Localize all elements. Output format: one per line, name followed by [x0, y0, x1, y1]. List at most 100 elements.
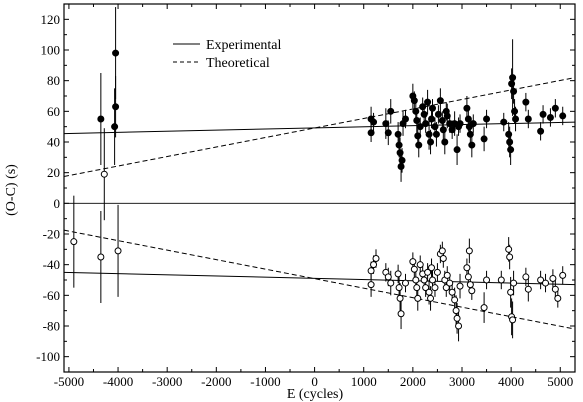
filled-data-point	[111, 123, 119, 131]
y-tick-label: 100	[41, 43, 61, 58]
filled-data-point	[384, 129, 392, 137]
filled-data-point	[420, 110, 428, 118]
y-tick-labels: -100 -80 -60 -40 -20 0 20 40 60 80 100 120	[36, 12, 60, 364]
filled-data-point	[436, 97, 444, 105]
filled-data-point	[419, 103, 427, 111]
x-tick-label: 5000	[547, 374, 573, 389]
open-data-point	[367, 267, 375, 275]
y-tick-label: 120	[41, 12, 61, 27]
tick-marks	[64, 3, 575, 373]
y-tick-label: -40	[43, 257, 60, 272]
filled-data-point	[398, 156, 406, 164]
theoretical-line	[63, 229, 576, 330]
open-data-point	[554, 294, 562, 302]
filled-data-point	[507, 146, 515, 154]
x-axis-label: E (cycles)	[287, 387, 344, 402]
open-data-point	[468, 287, 476, 295]
open-data-point	[439, 255, 447, 263]
open-data-point	[433, 268, 441, 276]
filled-data-point	[453, 146, 461, 154]
x-tick-label: -4000	[103, 374, 133, 389]
filled-data-point	[367, 129, 375, 137]
y-tick-label: 80	[47, 73, 60, 88]
filled-data-point	[464, 115, 472, 123]
open-data-point	[551, 285, 559, 293]
filled-data-point	[397, 163, 405, 171]
y-axis-label: (O-C) (s)	[4, 164, 19, 216]
y-tick-label: -20	[43, 227, 60, 242]
open-data-point	[507, 288, 515, 296]
x-tick-label: -5000	[54, 374, 84, 389]
open-data-point	[505, 245, 513, 253]
open-data-point	[451, 296, 459, 304]
filled-data-point	[396, 149, 404, 157]
filled-data-point	[412, 107, 420, 115]
y-tick-label: 0	[54, 196, 61, 211]
open-data-point	[497, 276, 505, 284]
filled-data-point	[112, 103, 120, 111]
y-tick-label: -60	[43, 288, 60, 303]
open-data-point	[480, 304, 488, 312]
data-markers	[70, 49, 567, 330]
filled-data-point	[468, 141, 476, 149]
legend: Experimental Theoretical	[173, 38, 282, 71]
open-data-point	[537, 276, 545, 284]
open-data-point	[427, 294, 435, 302]
open-data-point	[97, 253, 105, 261]
filled-data-point	[425, 130, 433, 138]
open-data-point	[506, 253, 514, 261]
filled-data-point	[546, 113, 554, 121]
filled-data-point	[394, 130, 402, 138]
open-data-point	[456, 282, 464, 290]
x-tick-label: -1000	[250, 374, 280, 389]
filled-data-point	[410, 97, 418, 105]
filled-data-point	[387, 107, 395, 115]
filled-data-point	[559, 112, 567, 120]
open-data-point	[522, 273, 530, 281]
open-data-point	[410, 265, 418, 273]
error-bars	[73, 7, 564, 342]
x-tick-label: -3000	[152, 374, 182, 389]
open-data-point	[452, 307, 460, 315]
open-data-point	[559, 271, 567, 279]
filled-data-point	[415, 141, 423, 149]
filled-data-point	[443, 112, 451, 120]
x-tick-labels: -5000 -4000 -3000 -2000 -1000 0 1000 2000 3000 40…	[54, 374, 574, 389]
open-data-point	[465, 247, 473, 255]
experimental-line	[63, 121, 576, 135]
y-tick-label: 60	[47, 104, 60, 119]
open-data-point	[395, 284, 403, 292]
open-data-point	[466, 281, 474, 289]
open-data-point	[70, 238, 78, 246]
x-tick-label: 3000	[449, 374, 475, 389]
open-data-point	[549, 274, 557, 282]
open-data-point	[483, 276, 491, 284]
open-data-point	[428, 264, 436, 272]
x-tick-label: -2000	[201, 374, 231, 389]
filled-data-point	[506, 138, 514, 146]
fit-lines	[63, 77, 576, 330]
filled-data-point	[512, 115, 520, 123]
open-data-point	[509, 316, 517, 324]
plot-frame	[63, 3, 576, 373]
filled-data-point	[438, 117, 446, 125]
filled-data-point	[112, 49, 120, 57]
open-data-point	[542, 279, 550, 287]
open-data-point	[463, 264, 471, 272]
open-data-point	[372, 255, 380, 263]
open-data-point	[367, 281, 375, 289]
x-tick-label: 2000	[400, 374, 426, 389]
legend-theoretical-label: Theoretical	[206, 56, 270, 71]
open-data-point	[443, 271, 451, 279]
x-tick-label: 1000	[351, 374, 377, 389]
theoretical-line	[63, 77, 576, 177]
open-data-point	[453, 314, 461, 322]
open-data-point	[420, 276, 428, 284]
filled-data-point	[427, 138, 435, 146]
open-data-point	[455, 322, 463, 330]
filled-data-point	[483, 115, 491, 123]
x-tick-label: 4000	[498, 374, 524, 389]
filled-data-point	[509, 74, 517, 82]
open-data-point	[396, 294, 404, 302]
